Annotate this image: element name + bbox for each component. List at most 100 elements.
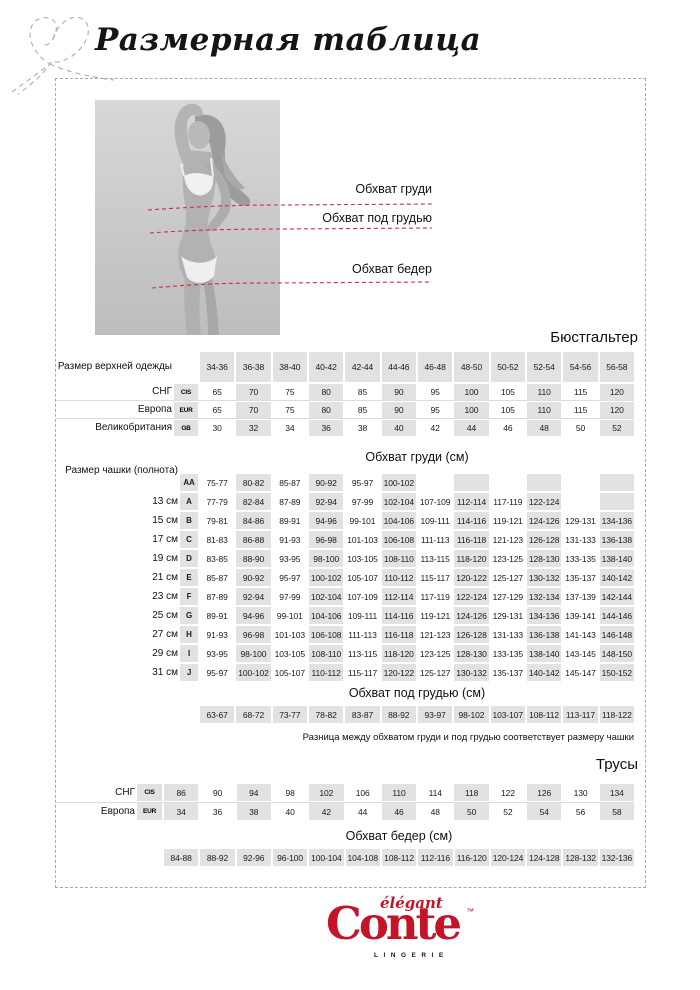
bust-range-cell — [454, 474, 489, 491]
bust-range-cell: 122-124 — [526, 493, 562, 510]
size-cell: 54 — [527, 803, 562, 820]
bust-range-cell: 134-136 — [526, 607, 562, 624]
cup-depth-label: 15 см — [152, 514, 178, 526]
size-cell: 80 — [308, 402, 344, 418]
bust-range-cell: 118-120 — [381, 645, 416, 662]
bust-range-cell: 97-99 — [351, 496, 374, 507]
cup-depth-label: 31 см — [152, 666, 178, 678]
size-cell: 46 — [503, 423, 513, 433]
cup-depth-label: 29 см — [152, 647, 178, 659]
cup-size-table: AA 75-77 80-82 85-87 90-92 95-97 100-102 13 см A… — [56, 474, 634, 681]
bust-range-cell: 107-109 — [419, 496, 451, 507]
row-divider — [56, 802, 634, 803]
bust-range-cell: 119-121 — [420, 610, 451, 621]
size-cell: 100 — [454, 402, 489, 418]
bust-range-cell — [599, 474, 634, 491]
size-cell: 50 — [454, 803, 489, 820]
size-cell: 106 — [355, 787, 370, 798]
size-cell: 36 — [212, 806, 223, 817]
region-badge: EUR — [137, 803, 162, 820]
bust-range-cell: 108-110 — [308, 645, 344, 662]
bust-range-cell: 133-135 — [492, 648, 524, 659]
hips-cell: 108-112 — [381, 849, 417, 866]
cup-letter-cell: H — [180, 626, 198, 643]
size-cell: 85 — [357, 387, 368, 397]
bust-range-cell: 75-77 — [206, 477, 228, 488]
bust-range-cell: 132-134 — [526, 588, 562, 605]
size-cell: 120 — [599, 402, 634, 418]
bust-range-cell: 103-105 — [347, 553, 378, 564]
bust-range-cell: 136-138 — [526, 626, 562, 643]
size-cell: 85 — [357, 405, 368, 415]
bust-range-cell: 88-90 — [236, 550, 271, 567]
cup-depth-label: 19 см — [152, 552, 178, 564]
bust-range-cell: 77-79 — [206, 496, 228, 507]
underbust-cell: 78-82 — [308, 706, 344, 723]
region-badge: EUR — [174, 402, 198, 418]
logo-script-text: élégant — [380, 894, 443, 912]
size-cell: 46 — [381, 803, 417, 820]
bust-range-cell: 105-107 — [274, 667, 306, 678]
panties-size-table: СНГ CIS 86 90 94 98 102 106 110 114 118 122 126 130 13… — [56, 784, 634, 820]
heart-doodle-icon — [11, 16, 115, 95]
hips-cell: 88-92 — [200, 849, 235, 866]
region-badge: GB — [174, 420, 198, 436]
cup-letter-cell: C — [180, 531, 198, 548]
bust-range-cell — [491, 474, 525, 491]
logo-name-text: Conte — [326, 897, 462, 950]
bust-range-cell: 141-143 — [565, 629, 596, 640]
size-cell: 50 — [575, 423, 586, 433]
hips-cell: 84-88 — [164, 849, 199, 866]
bust-range-cell: 120-122 — [454, 569, 489, 586]
size-cell: 120 — [599, 384, 634, 400]
bust-range-cell: 87-89 — [279, 496, 301, 507]
bust-range-cell: 117-119 — [420, 591, 450, 602]
size-cell: 95 — [430, 387, 440, 397]
size-cell: 75 — [285, 387, 295, 397]
bust-range-cell: 83-85 — [206, 553, 228, 564]
size-cell: 38 — [357, 423, 368, 433]
cup-depth-label: 13 см — [152, 495, 178, 507]
bust-range-cell: 128-130 — [526, 550, 562, 567]
bust-range-cell: 95-97 — [351, 477, 374, 488]
bust-range-cell: 84-86 — [236, 512, 271, 529]
size-cell: 110 — [381, 784, 417, 801]
bust-range-cell: 140-142 — [599, 569, 634, 586]
bust-range-cell: 91-93 — [279, 534, 301, 545]
underbust-cell: 108-112 — [526, 706, 562, 723]
bust-range-cell: 134-136 — [599, 512, 634, 529]
panties-section-heading: Трусы — [595, 756, 638, 773]
bust-range-cell: 130-132 — [526, 569, 562, 586]
bust-range-cell: 96-98 — [236, 626, 271, 643]
bust-range-cell: 136-138 — [599, 531, 634, 548]
bust-range-cell: 101-103 — [274, 629, 306, 640]
cup-letter-cell: D — [180, 550, 198, 567]
bust-range-cell: 107-109 — [347, 591, 378, 602]
bust-range-cell — [563, 493, 597, 510]
bust-range-cell — [599, 493, 634, 510]
bust-range-cell: 104-106 — [381, 512, 416, 529]
size-cell: 34 — [285, 423, 295, 433]
size-header-cell: 46-48 — [417, 352, 453, 382]
hips-cell: 92-96 — [236, 849, 271, 866]
underbust-cell: 118-122 — [599, 706, 634, 723]
bust-range-cell: 119-121 — [492, 515, 523, 526]
bust-range-cell: 112-114 — [454, 493, 489, 510]
size-cell: 90 — [381, 384, 416, 400]
bust-range-cell: 98-100 — [308, 550, 344, 567]
size-cell: 90 — [381, 402, 416, 418]
bust-range-cell: 114-116 — [454, 512, 489, 529]
region-badge: CIS — [174, 384, 198, 400]
bust-range-cell: 142-144 — [599, 588, 634, 605]
bust-range-cell: 100-102 — [236, 664, 271, 681]
bust-range-cell: 128-130 — [454, 645, 489, 662]
dashed-frame — [55, 78, 646, 888]
logo-lingerie-text: LINGERIE — [374, 952, 449, 959]
bust-range-cell: 124-126 — [526, 512, 562, 529]
size-cell: 48 — [430, 806, 440, 817]
size-header-cell: 52-54 — [526, 352, 562, 382]
bust-range-cell: 140-142 — [526, 664, 562, 681]
size-header-cell: 50-52 — [490, 352, 525, 382]
bust-range-cell: 114-116 — [381, 607, 416, 624]
hips-cell: 132-136 — [599, 849, 635, 866]
